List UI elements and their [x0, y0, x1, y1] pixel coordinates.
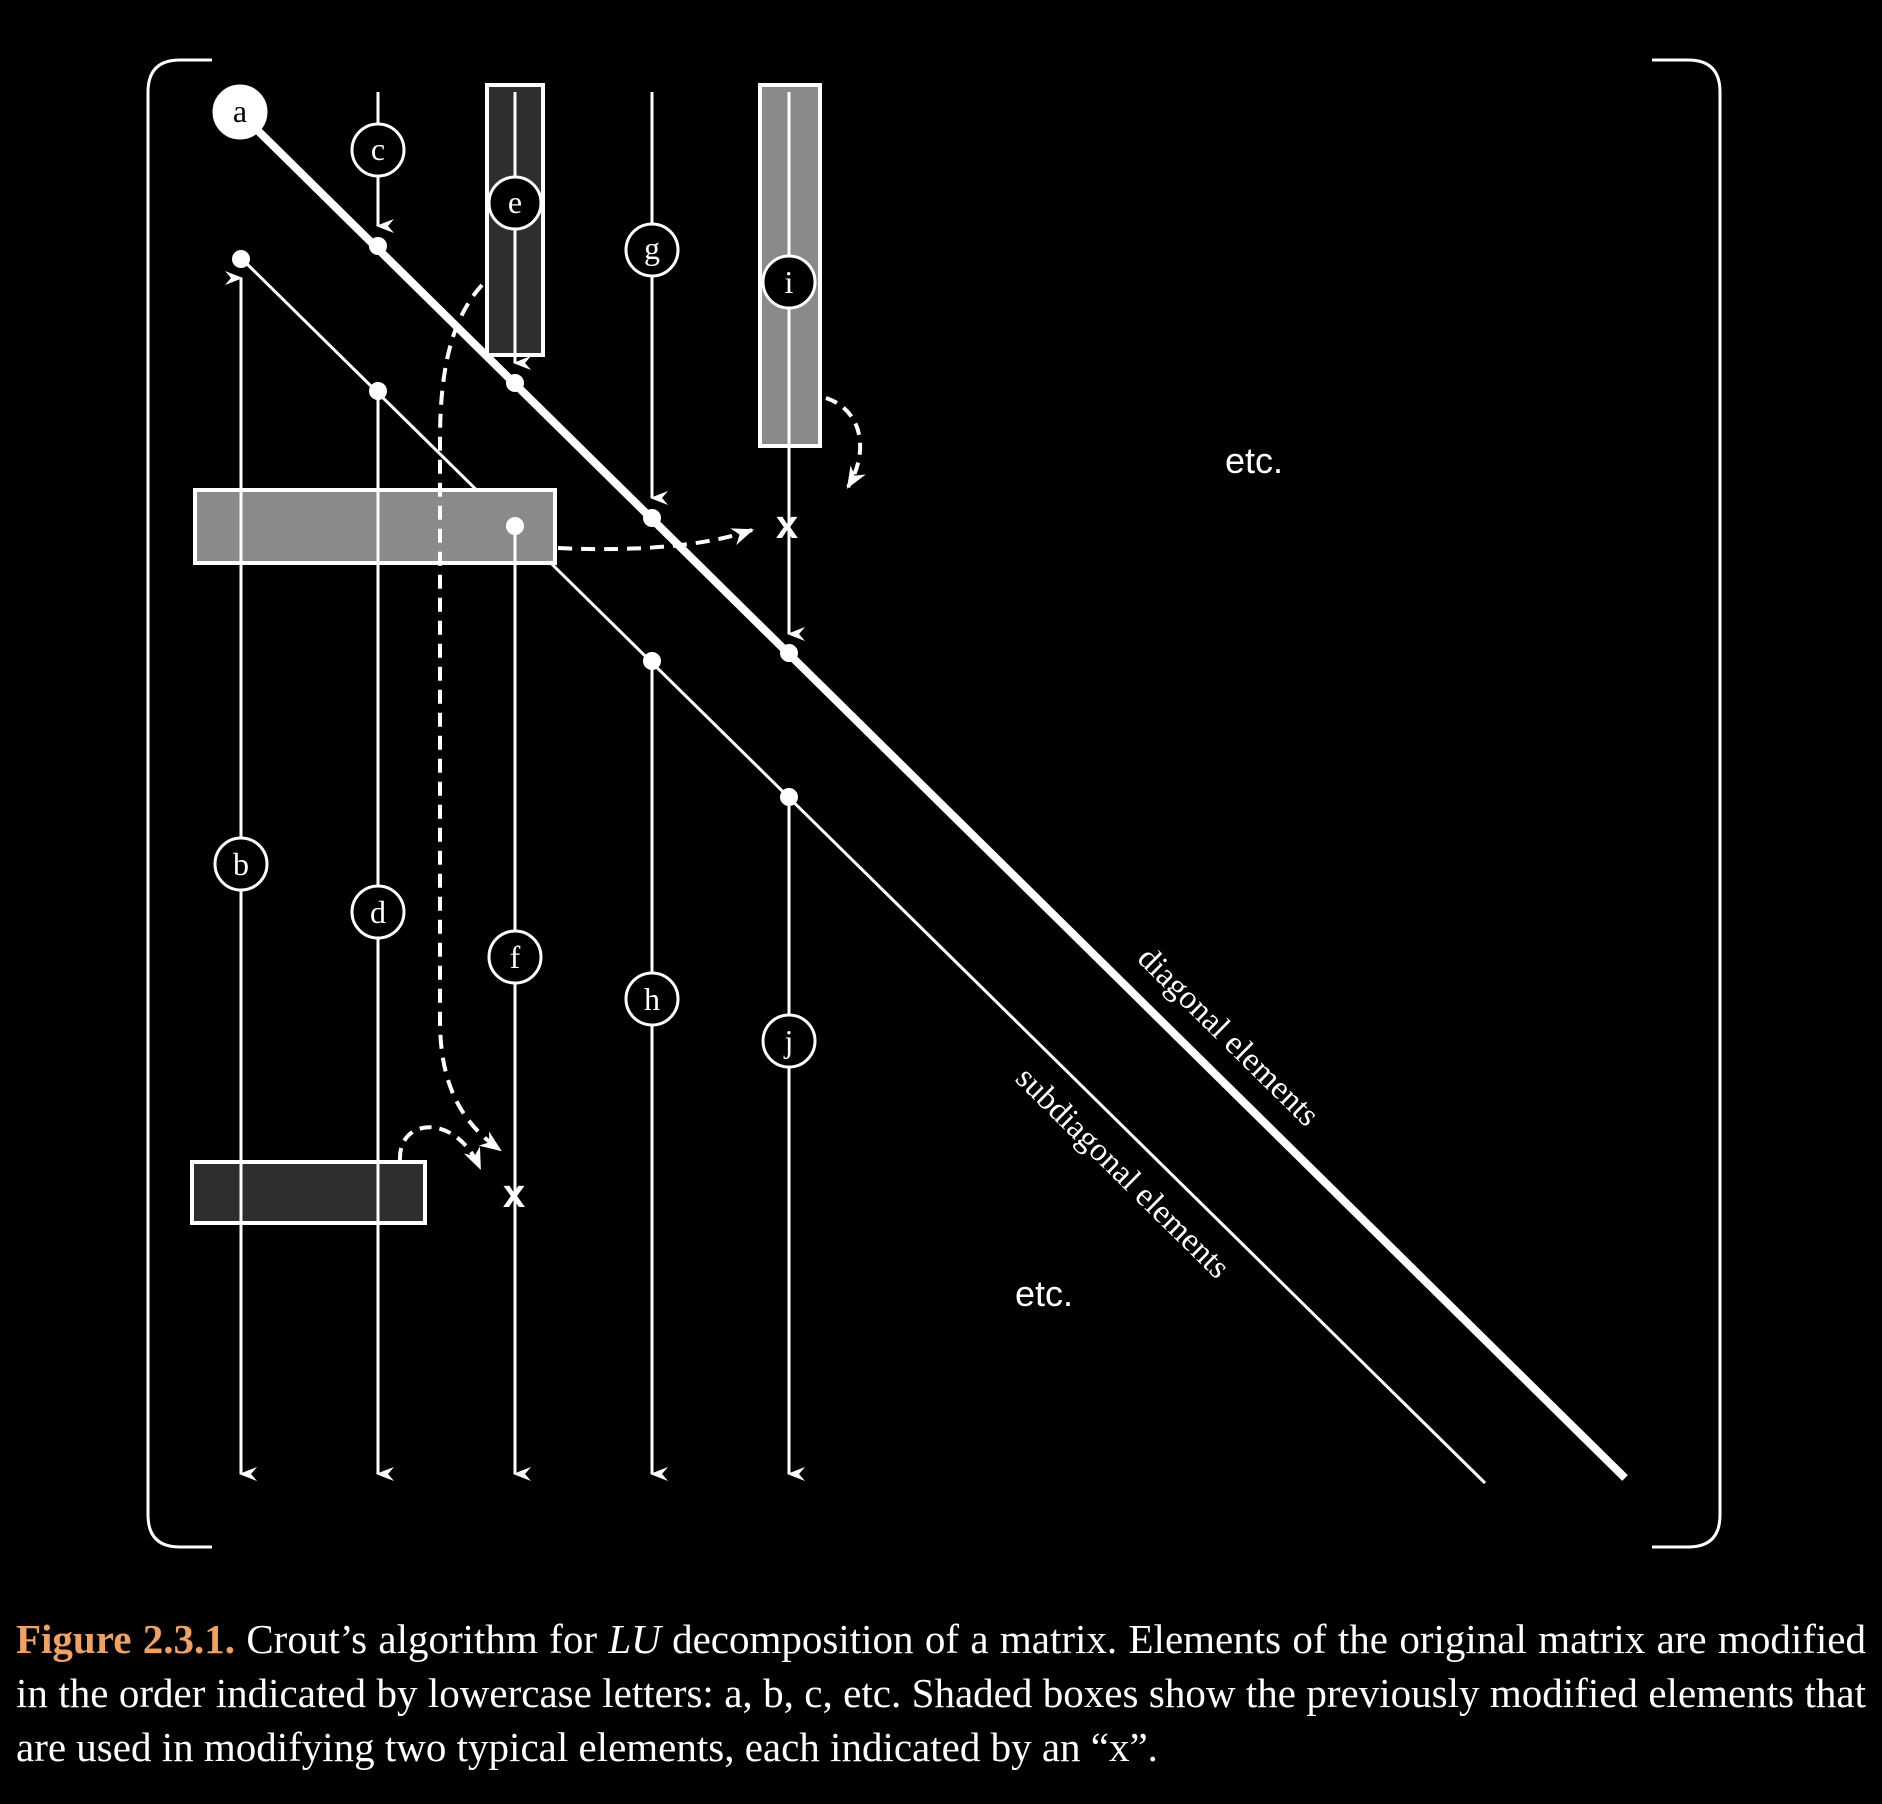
dot-f: [506, 517, 524, 535]
order-label-j-text: j: [784, 1023, 794, 1059]
dot-d: [369, 382, 387, 400]
order-label-a: a: [212, 84, 268, 140]
figure-caption-text-after: decomposition of a matrix. Elements of t…: [16, 1616, 1866, 1770]
dashed-arrow-long: [438, 283, 502, 1152]
order-label-f-text: f: [510, 939, 521, 975]
diagonal-elements-label: diagonal elements: [1130, 940, 1326, 1134]
order-label-e-text: e: [508, 184, 522, 220]
figure-caption-label: Figure 2.3.1.: [16, 1616, 235, 1662]
dot-j: [780, 788, 798, 806]
order-label-j: j: [761, 1013, 817, 1069]
order-label-h-text: h: [644, 981, 660, 1017]
order-label-b-text: b: [233, 846, 249, 882]
dot-b: [232, 250, 250, 268]
dot-c: [369, 237, 387, 255]
figure-caption-text-before: Crout’s algorithm for: [246, 1616, 597, 1662]
subdiagonal-elements-label: subdiagonal elements: [1008, 1060, 1236, 1286]
dashed-arrow-column-box: [825, 396, 866, 489]
order-label-i: i: [761, 254, 817, 310]
order-label-g-text: g: [644, 230, 660, 266]
order-label-g: g: [624, 222, 680, 278]
order-label-c: c: [350, 122, 406, 178]
order-label-c-text: c: [371, 131, 385, 167]
figure-caption: Figure 2.3.1. Crout’s algorithm for LU d…: [16, 1612, 1866, 1774]
element-dots: [232, 237, 798, 806]
etc-label-lower: etc.: [1015, 1273, 1073, 1314]
right-matrix-bracket: [1652, 58, 1722, 1549]
subdiagonal-line: [240, 257, 1487, 1485]
dashed-arrow-row-box: [557, 528, 755, 552]
figure-caption-math: LU: [608, 1616, 661, 1662]
etc-label-upper: etc.: [1225, 440, 1283, 481]
order-label-e: e: [487, 175, 543, 231]
order-label-a-text: a: [233, 93, 247, 129]
order-label-h: h: [624, 971, 680, 1027]
dot-i: [780, 644, 798, 662]
order-label-i-text: i: [785, 264, 794, 300]
shaded-box-row-x: [190, 1160, 427, 1225]
order-label-d: d: [350, 884, 406, 940]
x-mark-lower: x: [503, 1172, 525, 1216]
crout-algorithm-diagram: x x a b c d e f g h i j etc. etc.: [146, 58, 1722, 1549]
diagonal-line: [237, 110, 1628, 1481]
dot-h: [643, 652, 661, 670]
dashed-arrow-lower-box: [397, 1125, 482, 1171]
order-label-f: f: [487, 929, 543, 985]
left-matrix-bracket: [146, 58, 212, 1549]
dot-e: [506, 374, 524, 392]
order-label-b: b: [213, 836, 269, 892]
shaded-box-row-f: [193, 488, 557, 565]
order-label-d-text: d: [370, 894, 386, 930]
x-mark-upper: x: [776, 503, 798, 547]
dot-g: [643, 509, 661, 527]
